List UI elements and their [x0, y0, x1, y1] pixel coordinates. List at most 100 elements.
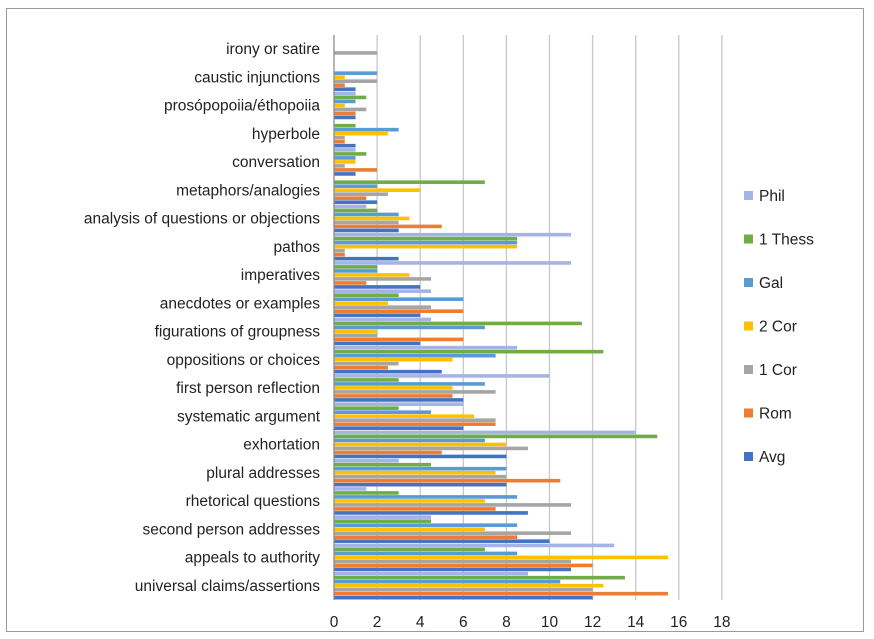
bar-phil [334, 345, 518, 350]
bar-1-cor [334, 587, 593, 592]
bar-avg [334, 115, 356, 120]
legend-swatch [744, 191, 753, 200]
bar-phil [334, 402, 464, 406]
bar-1-cor [334, 531, 572, 535]
bar-avg [334, 200, 378, 204]
bar-gal [334, 269, 378, 273]
bar-1-thess [334, 321, 582, 326]
bar-1-cor [334, 164, 345, 168]
x-tick-label: 16 [670, 614, 687, 631]
bar-1-thess [334, 123, 356, 128]
bar-rom [334, 309, 464, 313]
legend-label: 1 Cor [759, 362, 797, 379]
bar-gal [334, 156, 356, 160]
legend-swatch [744, 321, 753, 331]
bar-phil [334, 232, 572, 237]
bar-chart: irony or satire caustic injunctions prosóp… [84, 35, 814, 631]
bar-gal [334, 466, 507, 471]
bar-rom [334, 281, 367, 285]
bar-gal [334, 579, 561, 584]
bar-rom [334, 139, 345, 144]
bar-1-cor [334, 361, 399, 366]
bar-2-cor [334, 75, 345, 79]
bar-1-thess [334, 406, 399, 410]
bar-avg [334, 313, 421, 317]
legend-label: 2 Cor [759, 319, 797, 336]
bar-2-cor [334, 216, 410, 221]
legend-swatch [744, 365, 753, 374]
bar-rom [334, 83, 345, 87]
bar-1-thess [334, 152, 367, 156]
category-label: rhetorical questions [186, 493, 321, 510]
category-label: universal claims/assertions [135, 578, 320, 595]
bar-1-thess [334, 180, 485, 184]
bar-1-cor [334, 135, 345, 140]
legend-label: Avg [759, 449, 785, 466]
legend-label: Rom [759, 406, 792, 423]
bar-phil [334, 430, 636, 435]
bar-gal [334, 297, 464, 301]
bar-1-thess [334, 265, 378, 269]
bar-1-cor [334, 220, 399, 225]
bar-phil [334, 317, 431, 322]
bar-1-cor [334, 474, 507, 479]
bar-2-cor [334, 555, 669, 560]
bar-avg [334, 228, 399, 233]
bar-2-cor [334, 470, 496, 475]
bar-avg [334, 398, 464, 402]
bar-rom [334, 535, 518, 539]
bar-1-cor [334, 418, 496, 422]
bar-avg [334, 256, 399, 261]
bar-1-thess [334, 491, 399, 495]
category-label: imperatives [241, 267, 320, 284]
bar-1-cor [334, 192, 388, 196]
bar-1-cor [334, 559, 572, 564]
bar-phil [334, 487, 367, 491]
bar-1-cor [334, 107, 367, 112]
bar-gal [334, 353, 496, 358]
bar-1-cor [334, 248, 345, 253]
category-label: pathos [273, 239, 320, 256]
bar-rom [334, 563, 593, 568]
bar-gal [334, 184, 378, 188]
bar-gal [334, 212, 399, 217]
category-label: appeals to authority [185, 550, 321, 567]
bar-1-thess [334, 547, 485, 552]
bar-avg [334, 567, 572, 572]
bar-1-cor [334, 390, 496, 394]
category-label: hyperbole [252, 126, 320, 143]
bar-avg [334, 482, 507, 487]
legend-swatch [744, 234, 753, 244]
bar-2-cor [334, 414, 475, 418]
bar-rom [334, 111, 356, 116]
bar-2-cor [334, 160, 356, 164]
bar-1-cor [334, 305, 431, 309]
legend: Phil 1 Thess Gal 2 Cor 1 Cor Rom Avg [744, 188, 814, 466]
legend-label: Gal [759, 275, 783, 292]
bar-avg [334, 143, 356, 148]
bar-phil [334, 374, 550, 378]
bar-1-thess [334, 349, 604, 354]
legend-label: 1 Thess [759, 232, 814, 249]
bar-2-cor [334, 442, 507, 447]
bar-phil [334, 148, 356, 152]
category-label: plural addresses [206, 465, 320, 482]
x-tick-label: 10 [541, 614, 559, 631]
category-label: anecdotes or examples [160, 295, 321, 312]
category-label: first person reflection [176, 380, 320, 397]
bar-phil [334, 571, 528, 576]
category-label: systematic argument [177, 408, 321, 425]
bar-2-cor [334, 499, 485, 503]
bar-gal [334, 71, 378, 75]
bar-1-cor [334, 446, 528, 451]
bar-2-cor [334, 273, 410, 277]
legend-label: Phil [759, 188, 785, 205]
bar-2-cor [334, 188, 421, 192]
category-label: oppositions or choices [167, 352, 321, 369]
bar-1-thess [334, 95, 367, 100]
bar-rom [334, 196, 367, 200]
x-tick-label: 12 [584, 614, 601, 631]
bar-phil [334, 261, 572, 265]
bar-gal [334, 438, 485, 443]
bar-1-thess [334, 378, 399, 382]
